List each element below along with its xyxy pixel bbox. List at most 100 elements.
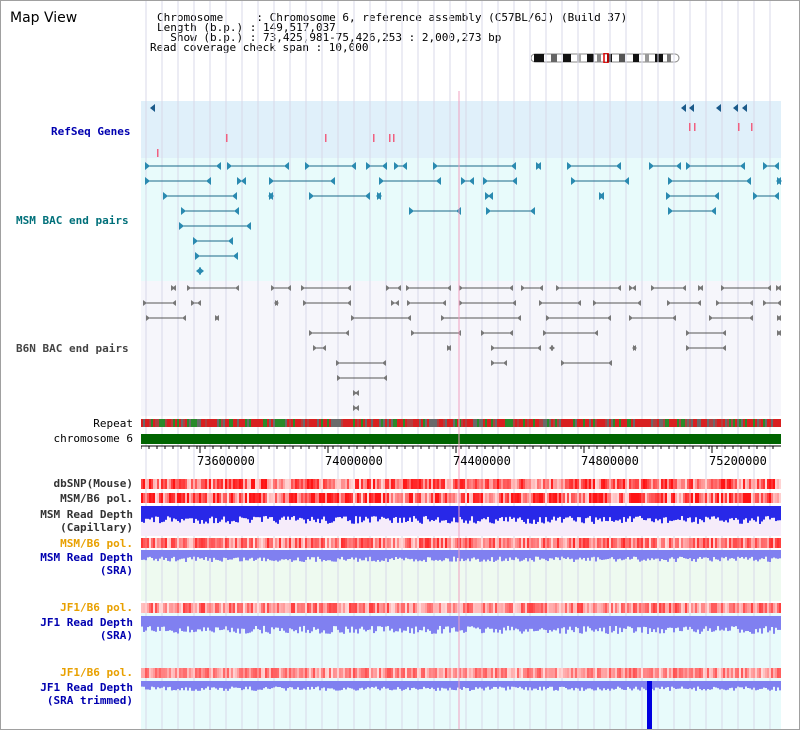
msm-pol2-cell	[193, 538, 195, 548]
jf1-trimmed-depth-bar	[203, 681, 205, 690]
jf1-trimmed-depth-bar	[589, 681, 591, 689]
jf1-sra-depth-bar	[479, 616, 481, 630]
bac-end-mark	[197, 300, 201, 306]
msm-sra-depth-bar	[153, 550, 155, 561]
jf1-pol2-cell	[355, 668, 357, 678]
msm-pol2-cell	[639, 538, 641, 548]
info-length: Length (b.p.) : 149,517,037	[157, 21, 336, 34]
repeat-segment	[187, 419, 189, 427]
msm-sra-depth-bar	[383, 550, 385, 561]
msm-pol-cell	[611, 493, 613, 503]
dbsnp-cell	[479, 479, 481, 489]
msm-sra-depth-bar	[469, 550, 471, 562]
dbsnp-cell	[509, 479, 511, 489]
jf1-pol-cell	[699, 603, 701, 613]
repeat-segment	[507, 419, 509, 427]
msm-pol2-cell	[379, 538, 381, 548]
bac-end-mark	[215, 315, 219, 321]
msm-pol-cell	[529, 493, 531, 503]
jf1-trimmed-depth-bar	[471, 681, 473, 690]
genome-track-area[interactable]	[141, 1, 783, 730]
dbsnp-cell	[149, 479, 151, 489]
jf1-sra-depth-bar	[251, 616, 253, 632]
msm-pol-cell	[589, 493, 591, 503]
jf1-trimmed-depth-bar	[557, 681, 559, 691]
msm-sra-depth-bar	[653, 550, 655, 560]
jf1-pol-cell	[333, 603, 335, 613]
msm-pol2-cell	[479, 538, 481, 548]
jf1-pol2-cell	[623, 668, 625, 678]
jf1-trimmed-depth-bar	[243, 681, 245, 690]
msm-capillary-depth-bar	[341, 506, 343, 519]
bac-end-mark	[488, 192, 493, 200]
msm-capillary-depth-bar	[193, 506, 195, 523]
msm-sra-depth-bar	[779, 550, 781, 559]
jf1-sra-depth-bar	[349, 616, 351, 633]
dbsnp-cell	[153, 479, 155, 489]
msm-sra-depth-bar	[293, 550, 295, 561]
jf1-pol-cell	[309, 603, 311, 613]
msm-capillary-depth-bar	[329, 506, 331, 523]
repeat-segment	[623, 419, 625, 427]
bac-end-mark	[549, 345, 553, 351]
msm-capillary-depth-bar	[773, 506, 775, 518]
jf1-pol2-cell	[343, 668, 345, 678]
jf1-pol2-cell	[479, 668, 481, 678]
msm-pol-cell	[513, 493, 515, 503]
msm-capillary-depth-bar	[687, 506, 689, 519]
jf1-sra-depth-bar	[471, 616, 473, 627]
msm-pol2-cell	[359, 538, 361, 548]
jf1-sra-depth-bar	[395, 616, 397, 632]
msm-pol2-cell	[699, 538, 701, 548]
jf1-sra-depth-bar	[381, 616, 383, 627]
msm-pol-cell	[635, 493, 637, 503]
jf1-sra-depth-bar	[239, 616, 241, 634]
repeat-segment	[393, 419, 395, 427]
msm-sra-depth-bar	[741, 550, 743, 558]
msm-sra-depth-bar	[701, 550, 703, 559]
jf1-sra-depth-bar	[591, 616, 593, 631]
jf1-trimmed-depth-bar	[267, 681, 269, 689]
msm-capillary-depth-bar	[671, 506, 673, 522]
jf1-pol2-cell	[573, 668, 575, 678]
jf1-trimmed-depth-bar	[479, 681, 481, 688]
repeat-segment	[559, 419, 561, 427]
gene-mark	[393, 134, 395, 142]
repeat-segment	[221, 419, 223, 427]
jf1-sra-depth-bar	[739, 616, 741, 633]
jf1-pol-cell	[587, 603, 589, 613]
msm-pol2-cell	[501, 538, 503, 548]
jf1-pol2-cell	[165, 668, 167, 678]
jf1-pol-cell	[361, 603, 363, 613]
msm-pol-cell	[585, 493, 587, 503]
jf1-sra-depth-bar	[575, 616, 577, 627]
jf1-pol2-cell	[509, 668, 511, 678]
msm-pol-cell	[465, 493, 467, 503]
msm-sra-depth-bar	[257, 550, 259, 559]
bac-end-mark	[699, 285, 703, 291]
jf1-pol-cell	[471, 603, 473, 613]
jf1-sra-depth-bar	[161, 616, 163, 627]
dbsnp-cell	[419, 479, 421, 489]
gene-mark	[325, 134, 327, 142]
msm-pol2-cell	[683, 538, 685, 548]
msm-pol-cell	[333, 493, 335, 503]
dbsnp-cell	[737, 479, 739, 489]
dbsnp-cell	[747, 479, 749, 489]
bac-end-mark	[394, 162, 399, 170]
repeat-segment	[141, 419, 143, 427]
msm-capillary-depth-bar	[493, 506, 495, 524]
jf1-trimmed-depth-bar	[323, 681, 325, 688]
jf1-pol-cell	[147, 603, 149, 613]
msm-capillary-depth-bar	[639, 506, 641, 516]
jf1-sra-depth-bar	[311, 616, 313, 632]
msm-sra-depth-bar	[267, 550, 269, 559]
jf1-trimmed-depth-bar	[329, 681, 331, 689]
jf1-pol-cell	[181, 603, 183, 613]
msm-pol2-cell	[471, 538, 473, 548]
jf1-pol-cell	[297, 603, 299, 613]
msm-capillary-depth-bar	[255, 506, 257, 518]
msm-pol-cell	[419, 493, 421, 503]
msm-sra-depth-bar	[759, 550, 761, 560]
dbsnp-cell	[463, 479, 465, 489]
